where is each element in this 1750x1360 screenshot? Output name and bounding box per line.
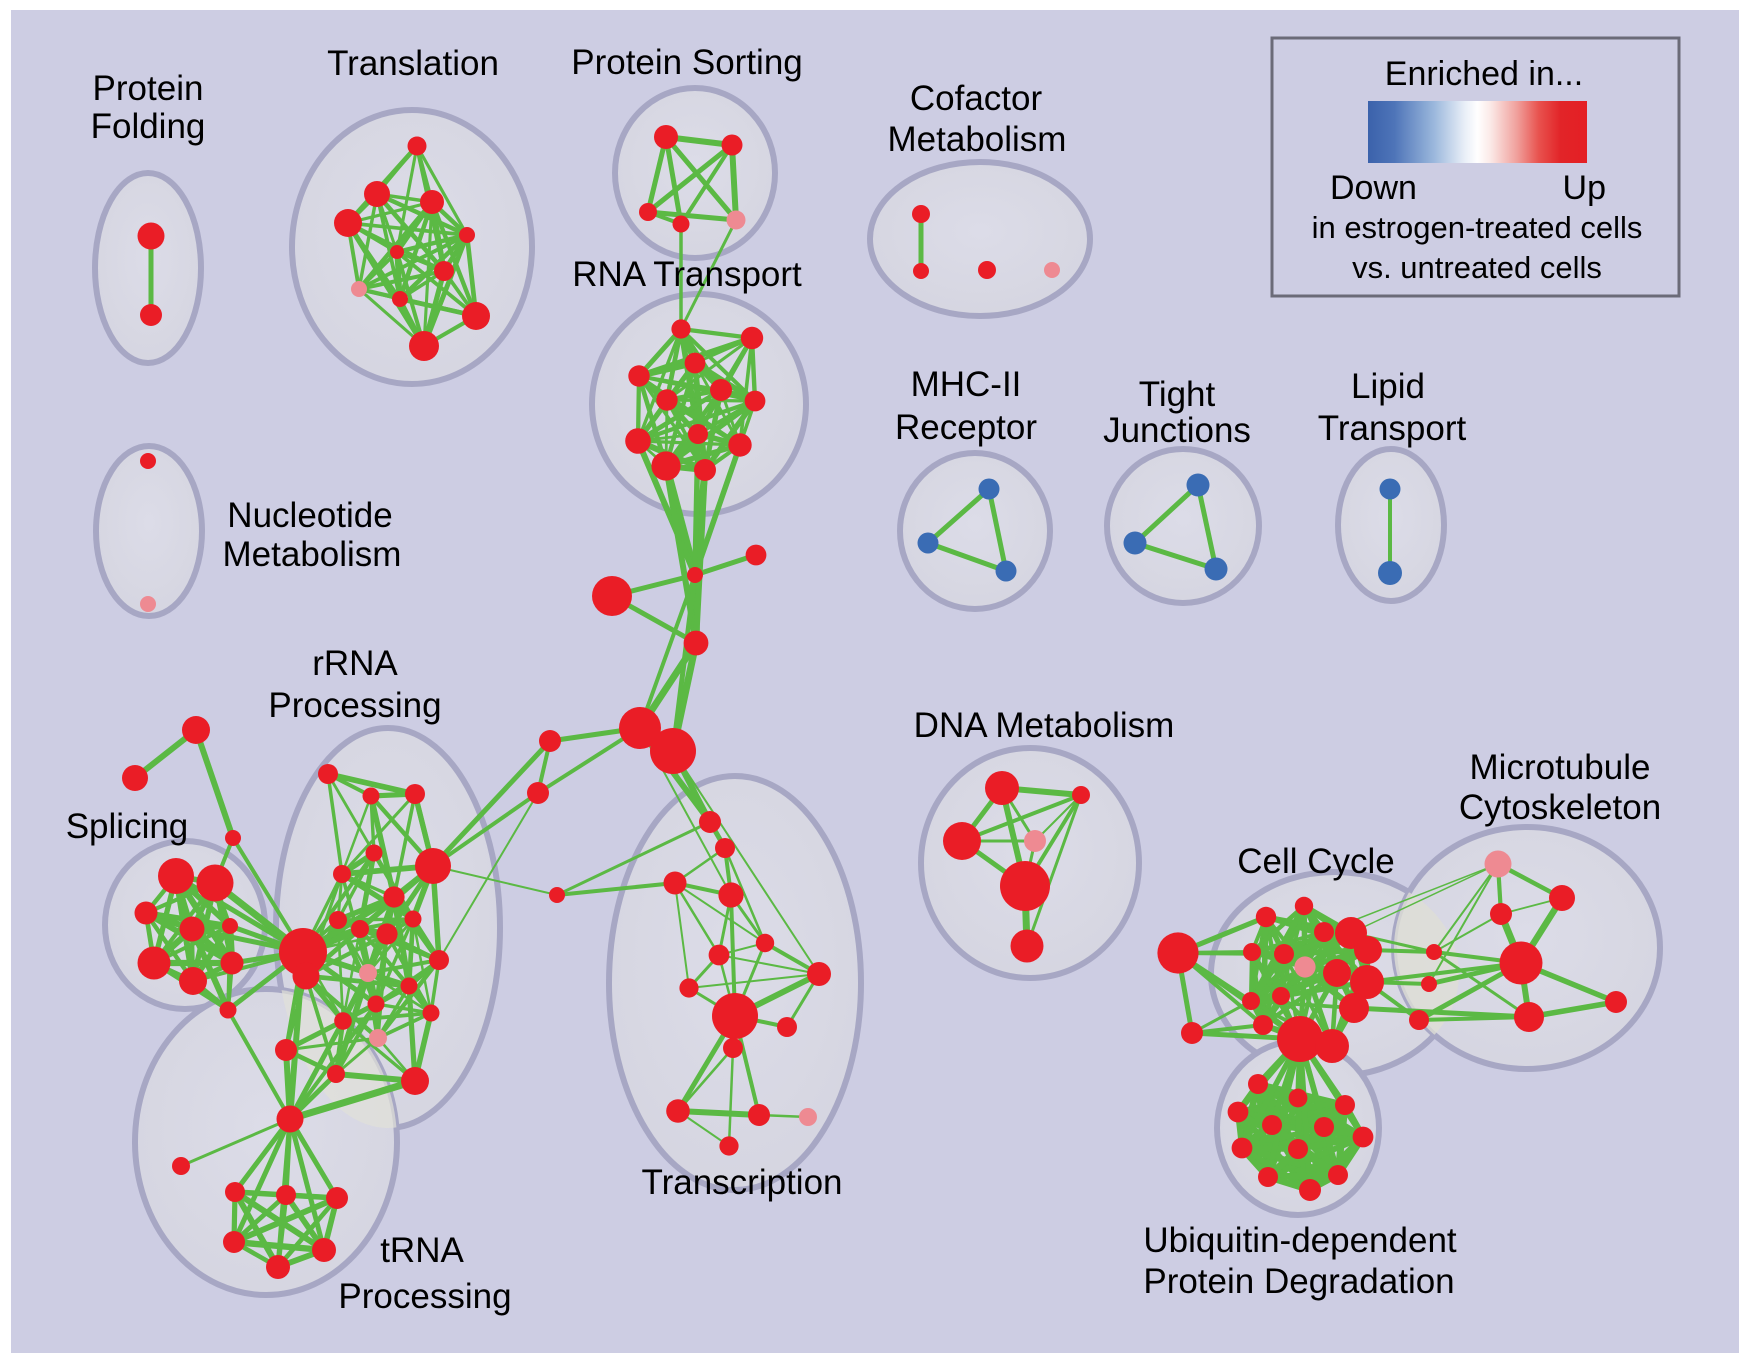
svg-text:MHC-II: MHC-II <box>911 365 1022 404</box>
svg-text:Protein Sorting: Protein Sorting <box>571 43 803 82</box>
svg-text:Up: Up <box>1563 169 1606 207</box>
svg-text:Tight: Tight <box>1139 375 1216 414</box>
svg-text:Junctions: Junctions <box>1103 411 1251 450</box>
svg-text:Lipid: Lipid <box>1351 367 1425 406</box>
svg-text:Cytoskeleton: Cytoskeleton <box>1459 788 1661 827</box>
svg-text:Splicing: Splicing <box>66 807 189 846</box>
svg-text:rRNA: rRNA <box>312 644 398 683</box>
svg-text:vs. untreated cells: vs. untreated cells <box>1352 250 1602 285</box>
svg-text:Translation: Translation <box>327 44 499 83</box>
svg-text:Ubiquitin-dependent: Ubiquitin-dependent <box>1143 1221 1457 1260</box>
svg-text:Protein Degradation: Protein Degradation <box>1143 1262 1454 1301</box>
svg-text:Down: Down <box>1330 169 1417 207</box>
svg-text:Microtubule: Microtubule <box>1470 748 1651 787</box>
svg-text:in estrogen-treated cells: in estrogen-treated cells <box>1312 210 1643 245</box>
svg-text:Metabolism: Metabolism <box>223 535 402 574</box>
svg-text:DNA Metabolism: DNA Metabolism <box>914 706 1175 745</box>
svg-text:Processing: Processing <box>268 686 441 725</box>
svg-text:Transport: Transport <box>1318 409 1467 448</box>
svg-text:RNA Transport: RNA Transport <box>572 255 802 294</box>
svg-text:Metabolism: Metabolism <box>888 120 1067 159</box>
svg-text:Transcription: Transcription <box>642 1163 843 1202</box>
svg-text:Receptor: Receptor <box>895 408 1037 447</box>
svg-text:Cofactor: Cofactor <box>910 79 1043 118</box>
svg-text:Folding: Folding <box>91 107 206 146</box>
svg-text:Nucleotide: Nucleotide <box>227 496 392 535</box>
svg-text:Protein: Protein <box>93 69 204 108</box>
svg-text:Processing: Processing <box>338 1277 511 1316</box>
svg-text:tRNA: tRNA <box>380 1231 464 1270</box>
svg-text:Cell Cycle: Cell Cycle <box>1237 842 1395 881</box>
svg-text:Enriched in...: Enriched in... <box>1385 55 1583 93</box>
